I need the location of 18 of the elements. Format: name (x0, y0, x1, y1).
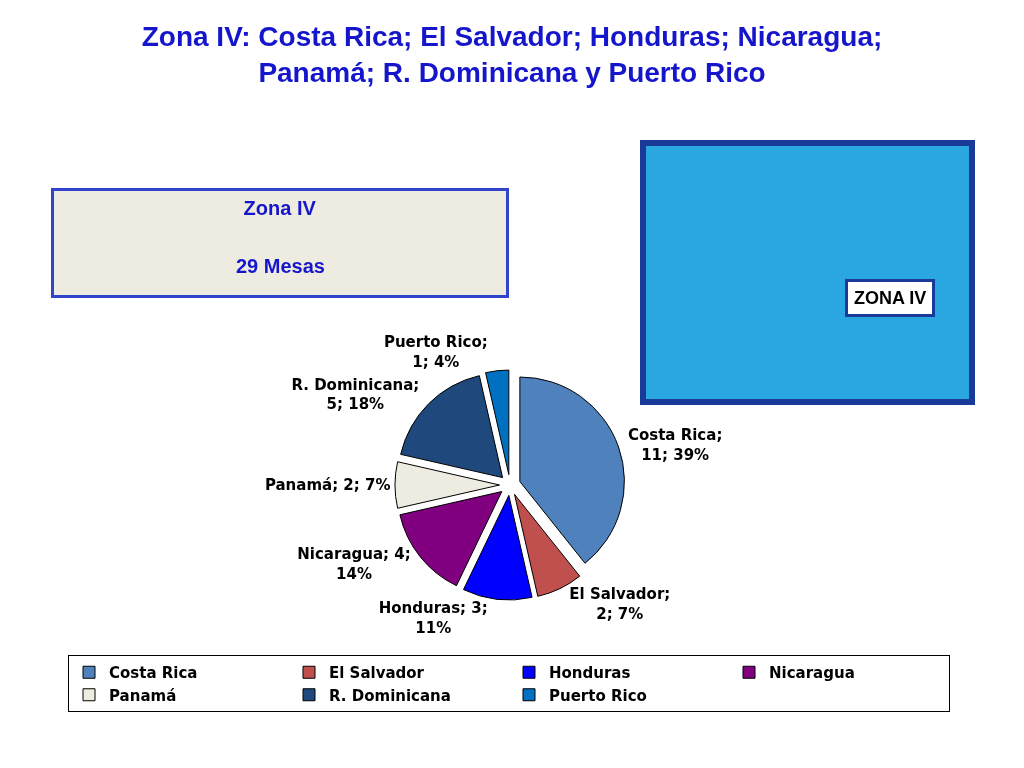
data-label: El Salvador; 2; 7% (569, 585, 671, 623)
chart-title: Zona IV: Costa Rica; El Salvador; Honduras; Nicaragua; Panamá; R. Dominicana y Puerto Rico (141, 21, 883, 89)
legend-label: R. Dominicana (329, 686, 451, 705)
data-label: Puerto Rico; 1; 4% (383, 333, 488, 371)
chart-subtitle: Zona IV (243, 197, 317, 219)
text: 29 Mesas (236, 255, 325, 277)
data-label: Panamá; 2; 7% (264, 476, 391, 494)
legend-label: Honduras (549, 664, 631, 683)
legend-label: Puerto Rico (549, 686, 647, 705)
legend-label: Nicaragua (769, 664, 855, 683)
legend-label: El Salvador (329, 664, 425, 683)
legend-label: Costa Rica (109, 664, 198, 683)
data-label: Nicaragua; 4; 14% (297, 545, 411, 583)
data-label: Honduras; 3; 11% (378, 599, 488, 637)
legend-label: Panamá (109, 686, 177, 705)
data-label: Costa Rica; 11; 39% (627, 426, 723, 464)
text: ZONA IV (854, 288, 927, 308)
data-label: R. Dominicana; 5; 18% (291, 375, 420, 414)
